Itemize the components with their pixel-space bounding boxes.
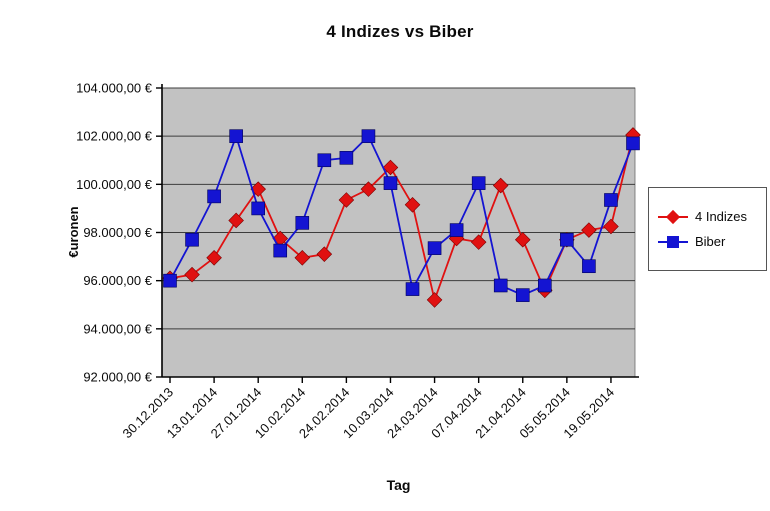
data-point-square (339, 151, 354, 165)
data-point-square (229, 129, 243, 143)
data-point-square (295, 216, 310, 230)
series-line-4-indizes (169, 134, 634, 304)
blue-square-line-icon (658, 235, 688, 249)
chart-title: 4 Indizes vs Biber (326, 22, 474, 41)
data-point-square (560, 232, 574, 247)
data-point-square (185, 232, 199, 247)
data-point-square (471, 176, 486, 190)
legend-label: Biber (695, 234, 726, 249)
data-point-diamond (294, 250, 311, 266)
data-point-square (515, 288, 530, 302)
red-diamond-line-icon (658, 209, 688, 224)
series-line-biber (169, 133, 634, 297)
data-point-diamond (228, 212, 244, 229)
data-point-square (273, 243, 288, 258)
legend-label: 4 Indizes (695, 209, 748, 224)
data-point-diamond (360, 181, 377, 197)
data-point-square (383, 176, 398, 190)
data-point-square (626, 136, 640, 151)
legend: 4 Indizes Biber (648, 187, 767, 271)
data-point-square (538, 278, 552, 293)
data-point-square (207, 189, 221, 204)
data-point-square (427, 241, 442, 255)
data-point-diamond (514, 231, 531, 248)
data-point-diamond (206, 250, 222, 266)
data-point-diamond (338, 192, 355, 208)
data-point-diamond (426, 292, 443, 308)
data-point-square (317, 153, 332, 168)
data-point-square (163, 273, 177, 288)
y-tick-label: 100.000,00 € (76, 177, 153, 192)
data-point-diamond (250, 181, 266, 197)
data-point-diamond (382, 159, 399, 176)
y-tick-label: 102.000,00 € (76, 129, 153, 144)
data-point-square (361, 129, 376, 143)
data-point-diamond (184, 266, 200, 283)
data-point-diamond (404, 197, 421, 213)
legend-item-4-indizes: 4 Indizes (658, 209, 766, 224)
data-point-diamond (470, 234, 487, 250)
data-point-square (405, 282, 420, 296)
data-point-square (582, 259, 596, 274)
data-point-square (449, 223, 464, 237)
y-tick-label: 92.000,00 € (83, 370, 152, 385)
data-point-square (251, 201, 265, 216)
y-axis-title: €uronen (66, 206, 81, 258)
data-point-diamond (603, 218, 619, 235)
y-tick-label: 94.000,00 € (83, 321, 152, 336)
data-point-diamond (316, 246, 333, 262)
data-point-square (493, 278, 508, 293)
y-tick-label: 104.000,00 € (76, 81, 153, 96)
data-point-diamond (581, 222, 597, 238)
data-point-square (604, 193, 618, 207)
data-point-diamond (492, 177, 509, 194)
legend-item-biber: Biber (658, 234, 766, 249)
x-axis-title: Tag (386, 477, 411, 493)
y-tick-label: 98.000,00 € (83, 225, 152, 240)
y-tick-label: 96.000,00 € (83, 273, 152, 288)
